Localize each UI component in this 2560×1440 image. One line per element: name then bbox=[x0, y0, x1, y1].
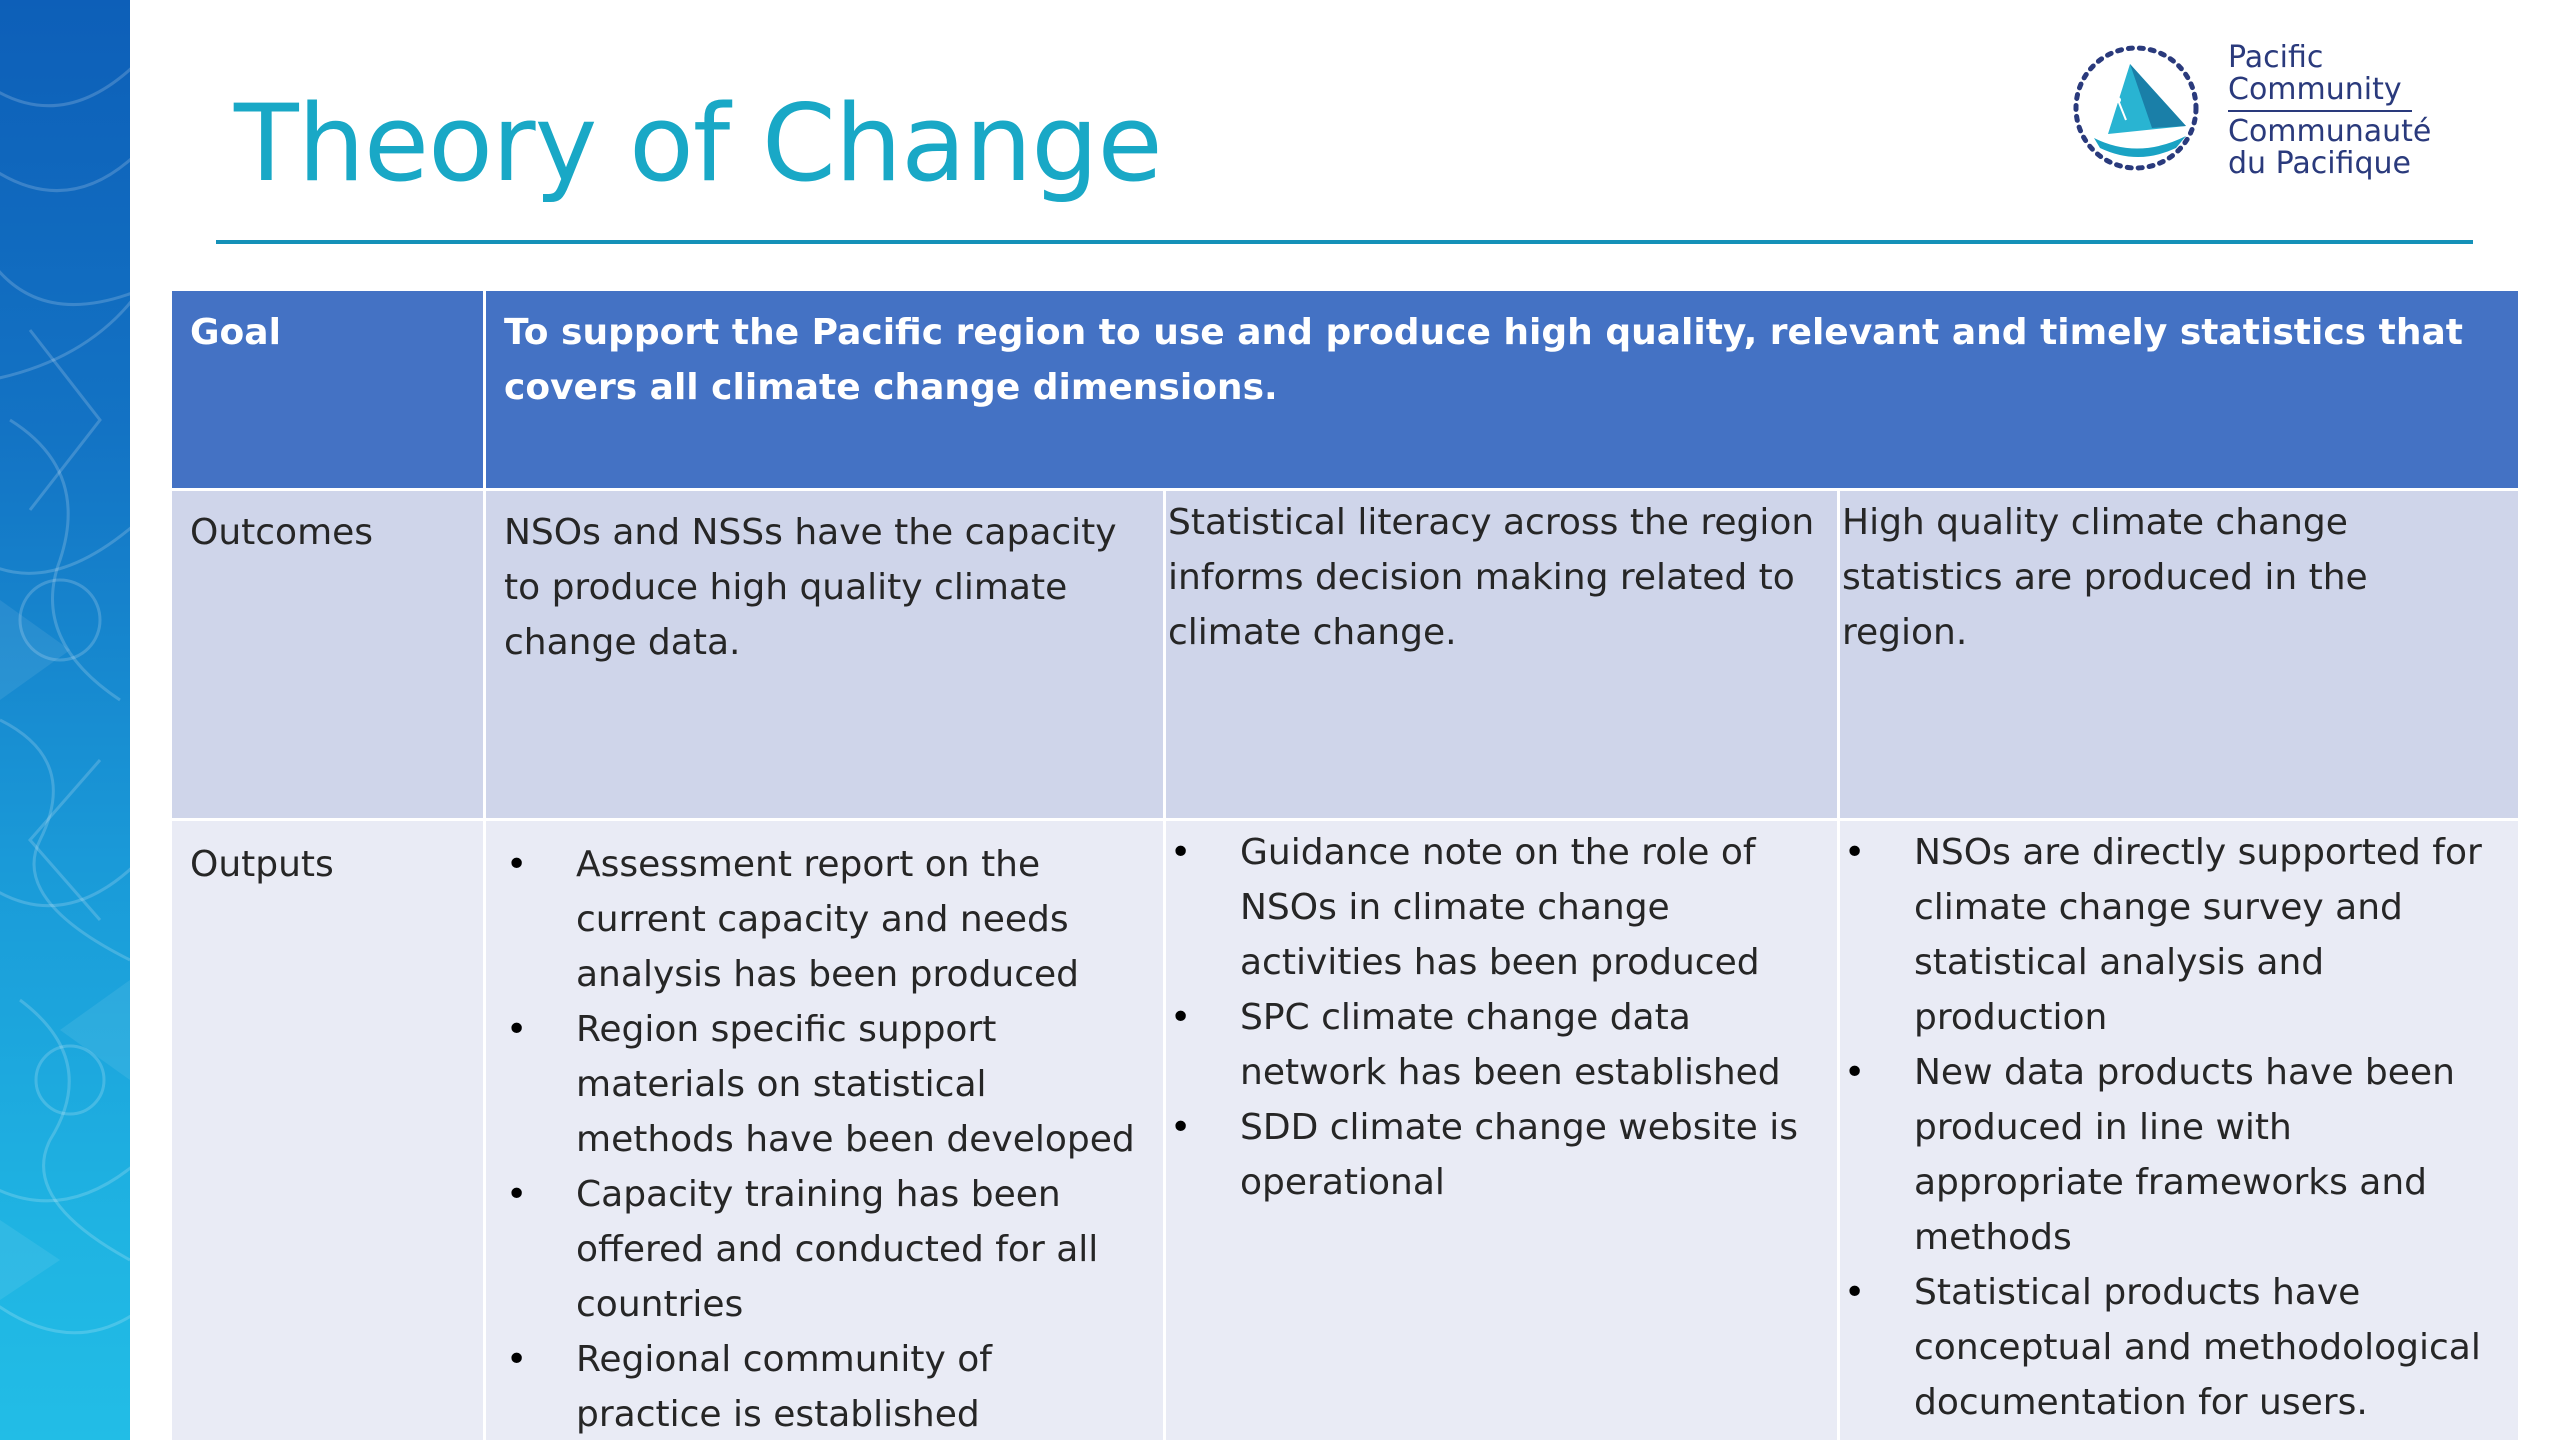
output-list-2: Guidance note on the role of NSOs in cli… bbox=[1168, 825, 1819, 1210]
logo-text-communaute: Communauté bbox=[2228, 114, 2432, 149]
output-item: SDD climate change website is operationa… bbox=[1168, 1100, 1819, 1210]
output-item: NSOs are directly supported for climate … bbox=[1842, 825, 2500, 1045]
sail-emblem-icon bbox=[2073, 45, 2199, 171]
output-cell-1: Assessment report on the current capacit… bbox=[486, 821, 1166, 1440]
outcomes-label: Outcomes bbox=[172, 491, 486, 821]
output-cell-2: Guidance note on the role of NSOs in cli… bbox=[1166, 821, 1840, 1440]
tribal-pattern-graphic bbox=[0, 67, 130, 1335]
title-divider bbox=[216, 240, 2473, 244]
slide-title: Theory of Change bbox=[234, 82, 1163, 205]
outputs-label: Outputs bbox=[172, 821, 486, 1440]
goal-text: To support the Pacific region to use and… bbox=[486, 291, 2518, 491]
outcome-cell-3: High quality climate change statistics a… bbox=[1840, 491, 2518, 821]
outcomes-row: Outcomes NSOs and NSSs have the capacity… bbox=[172, 491, 2518, 821]
logo-text-community: Community bbox=[2228, 72, 2402, 107]
pacific-community-logo: Pacific Community Communauté du Pacifiqu… bbox=[2068, 40, 2432, 190]
output-item: SPC climate change data network has been… bbox=[1168, 990, 1819, 1100]
outcome-cell-2: Statistical literacy across the region i… bbox=[1166, 491, 1840, 821]
output-item: Regional community of practice is establ… bbox=[504, 1332, 1145, 1440]
output-item: Region specific support materials on sta… bbox=[504, 1002, 1145, 1167]
goal-row: Goal To support the Pacific region to us… bbox=[172, 291, 2518, 491]
theory-of-change-table: Goal To support the Pacific region to us… bbox=[172, 291, 2518, 1440]
output-list-1: Assessment report on the current capacit… bbox=[504, 837, 1145, 1440]
logo-text-pacific: Pacific bbox=[2228, 40, 2324, 75]
goal-label: Goal bbox=[172, 291, 486, 491]
outputs-row: Outputs Assessment report on the current… bbox=[172, 821, 2518, 1440]
output-item: Capacity training has been offered and c… bbox=[504, 1167, 1145, 1332]
output-item: New data products have been produced in … bbox=[1842, 1045, 2500, 1265]
output-list-3: NSOs are directly supported for climate … bbox=[1842, 825, 2500, 1430]
logo-divider bbox=[2228, 110, 2412, 112]
output-item: Assessment report on the current capacit… bbox=[504, 837, 1145, 1002]
output-item: Statistical products have conceptual and… bbox=[1842, 1265, 2500, 1430]
output-item: Guidance note on the role of NSOs in cli… bbox=[1168, 825, 1819, 990]
decorative-side-band bbox=[0, 0, 130, 1440]
outcome-cell-1: NSOs and NSSs have the capacity to produ… bbox=[486, 491, 1166, 821]
logo-text-du-pacifique: du Pacifique bbox=[2228, 146, 2411, 181]
output-cell-3: NSOs are directly supported for climate … bbox=[1840, 821, 2518, 1440]
